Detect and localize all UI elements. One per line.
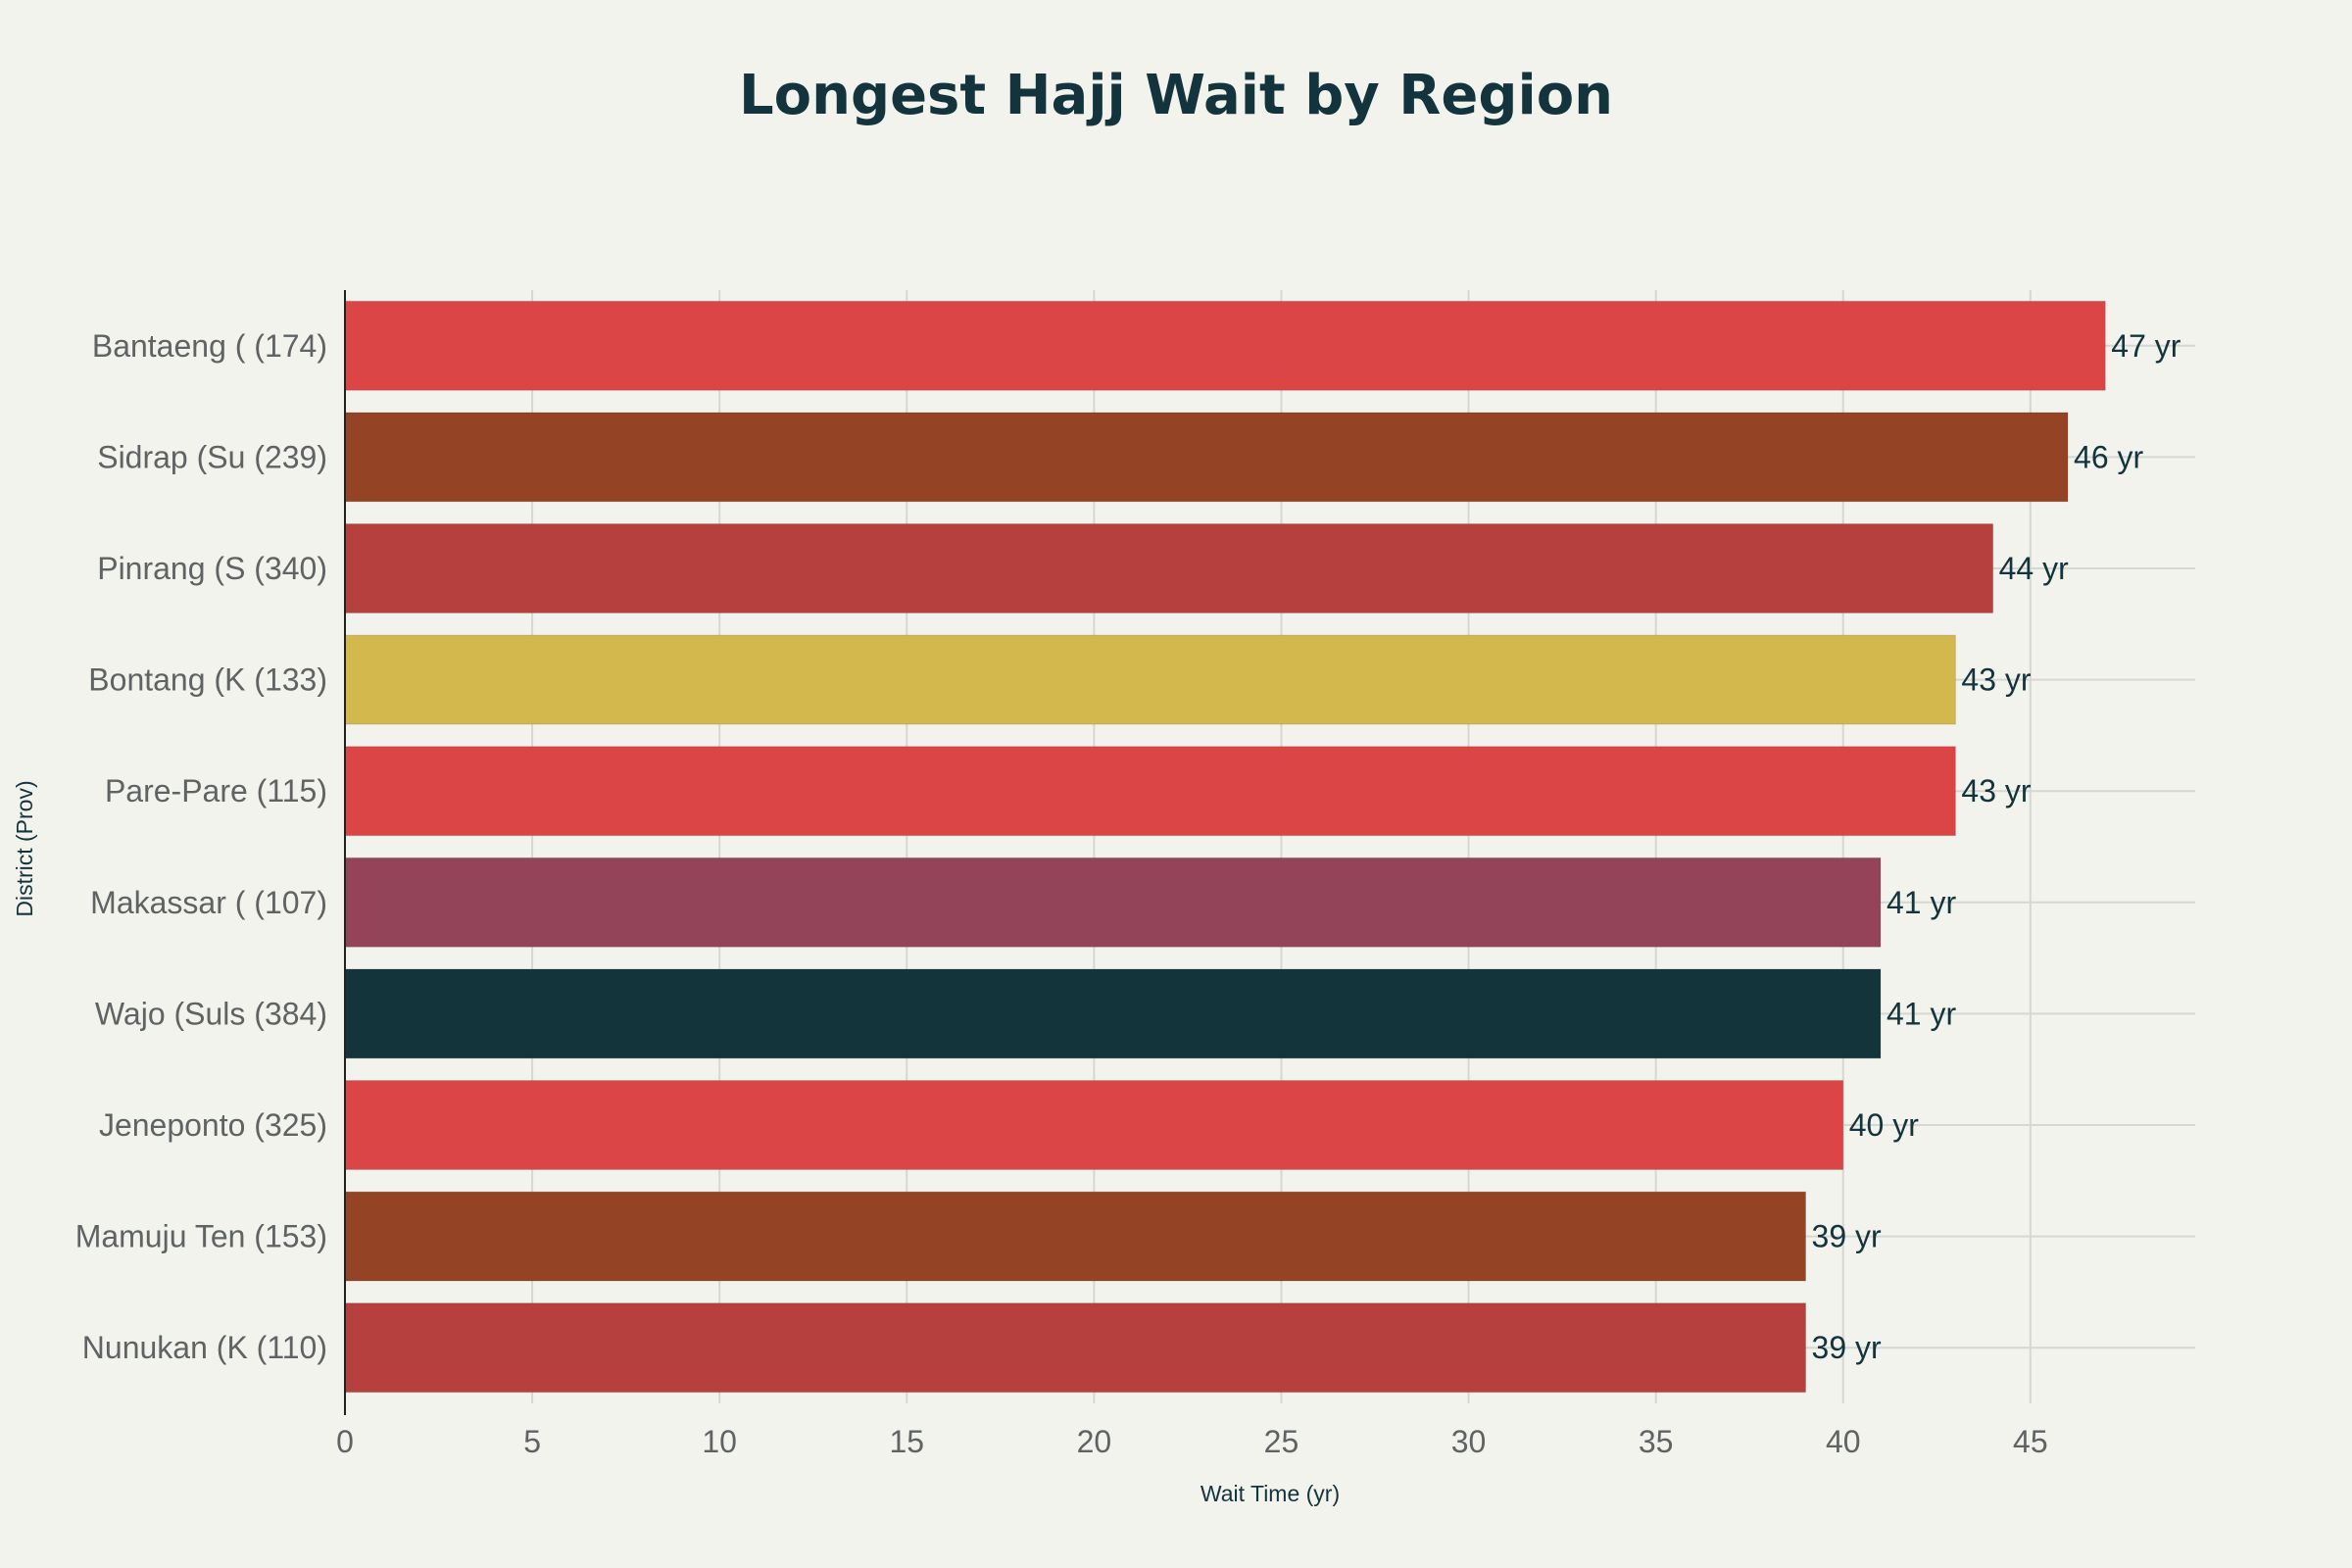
data-label: 39 yr bbox=[1812, 1330, 1882, 1365]
y-axis-categories: Bantaeng ( (174) Sidrap (Su (239) Pinrang … bbox=[75, 328, 327, 1365]
x-tick-label: 25 bbox=[1264, 1424, 1299, 1459]
x-axis-title: Wait Time (yr) bbox=[1200, 1481, 1340, 1506]
x-tick-label: 10 bbox=[702, 1424, 737, 1459]
data-label: 39 yr bbox=[1812, 1219, 1882, 1254]
x-tick-label: 5 bbox=[523, 1424, 541, 1459]
category-label: Pare-Pare (115) bbox=[105, 773, 327, 808]
x-tick-label: 40 bbox=[1826, 1424, 1861, 1459]
x-tick-label: 30 bbox=[1451, 1424, 1487, 1459]
data-label: 46 yr bbox=[2074, 439, 2143, 474]
x-tick-label: 15 bbox=[889, 1424, 924, 1459]
category-label: Bontang (K (133) bbox=[88, 662, 327, 698]
bar bbox=[344, 300, 2106, 391]
bars bbox=[344, 300, 2106, 1394]
bar bbox=[344, 1302, 1807, 1394]
bar bbox=[344, 968, 1882, 1059]
category-label: Mamuju Ten (153) bbox=[75, 1219, 327, 1254]
data-label: 43 yr bbox=[1961, 662, 2031, 698]
category-label: Bantaeng ( (174) bbox=[92, 328, 327, 364]
category-label: Pinrang (S (340) bbox=[97, 551, 327, 586]
data-label: 43 yr bbox=[1961, 773, 2031, 808]
bar bbox=[344, 523, 1994, 613]
category-label: Nunukan (K (110) bbox=[82, 1330, 327, 1365]
bar bbox=[344, 857, 1882, 948]
data-label: 41 yr bbox=[1886, 996, 1956, 1031]
x-tick-label: 0 bbox=[336, 1424, 354, 1459]
y-axis-title: District (Prov) bbox=[12, 780, 37, 916]
data-label: 44 yr bbox=[1999, 551, 2069, 586]
bar bbox=[344, 634, 1956, 725]
chart-title: Longest Hajj Wait by Region bbox=[739, 64, 1613, 127]
category-label: Makassar ( (107) bbox=[90, 885, 327, 920]
x-axis-ticks: 0 5 10 15 20 25 30 35 40 45 bbox=[336, 1424, 2048, 1459]
category-label: Jeneponto (325) bbox=[99, 1107, 327, 1143]
bar bbox=[344, 746, 1956, 837]
x-tick-label: 45 bbox=[2013, 1424, 2048, 1459]
bar bbox=[344, 412, 2069, 503]
bar bbox=[344, 1191, 1807, 1282]
x-tick-label: 35 bbox=[1639, 1424, 1674, 1459]
x-tick-label: 20 bbox=[1077, 1424, 1112, 1459]
data-labels: 47 yr 46 yr 44 yr 43 yr 43 yr 41 yr 41 yr 40 yr… bbox=[1812, 328, 2181, 1365]
data-label: 47 yr bbox=[2111, 328, 2180, 364]
data-label: 41 yr bbox=[1886, 885, 1956, 920]
category-label: Sidrap (Su (239) bbox=[97, 439, 327, 474]
bar bbox=[344, 1080, 1844, 1170]
category-label: Wajo (Suls (384) bbox=[95, 996, 327, 1031]
data-label: 40 yr bbox=[1849, 1107, 1919, 1143]
